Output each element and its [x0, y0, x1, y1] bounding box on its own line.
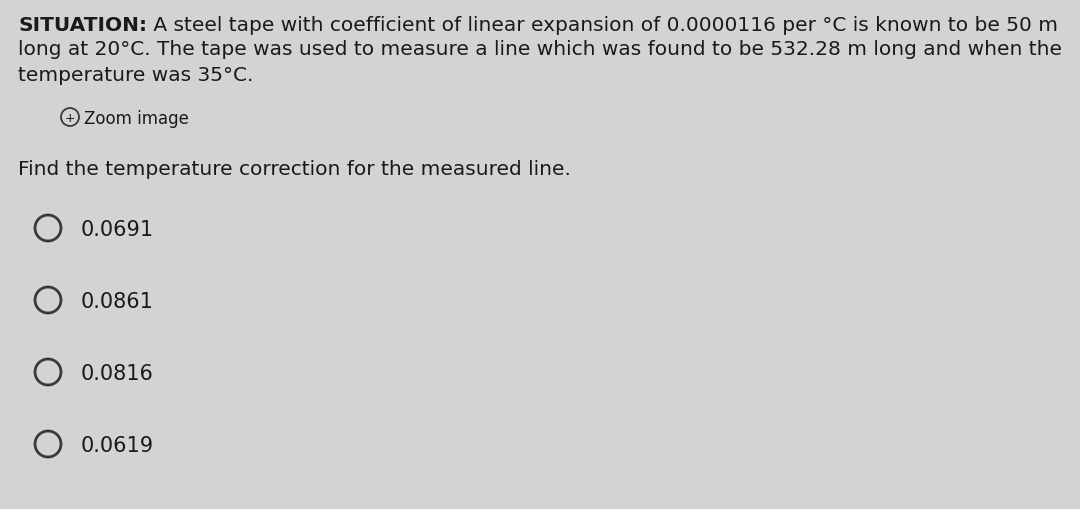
- Text: Find the temperature correction for the measured line.: Find the temperature correction for the …: [18, 160, 571, 179]
- Text: temperature was 35°C.: temperature was 35°C.: [18, 66, 254, 85]
- Text: A steel tape with coefficient of linear expansion of 0.0000116 per °C is known t: A steel tape with coefficient of linear …: [147, 16, 1058, 35]
- Text: 0.0619: 0.0619: [81, 435, 154, 455]
- Text: long at 20°C. The tape was used to measure a line which was found to be 532.28 m: long at 20°C. The tape was used to measu…: [18, 40, 1062, 59]
- Text: Zoom image: Zoom image: [84, 110, 189, 128]
- Text: SITUATION:: SITUATION:: [18, 16, 147, 35]
- Text: 0.0691: 0.0691: [81, 219, 154, 240]
- Text: +: +: [65, 111, 76, 124]
- Text: 0.0861: 0.0861: [81, 292, 153, 312]
- Text: 0.0816: 0.0816: [81, 363, 153, 383]
